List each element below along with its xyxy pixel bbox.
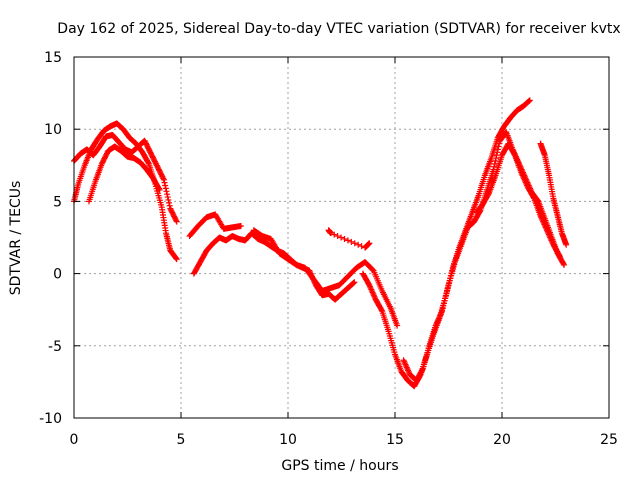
data-point-fill <box>419 367 426 374</box>
data-point <box>394 322 401 329</box>
y-axis-label: SDTVAR / TECUs <box>8 181 24 296</box>
data-point-fill <box>145 159 152 166</box>
data-point-fill <box>155 185 162 192</box>
data-point-fill <box>164 194 171 201</box>
y-tick-label: 15 <box>44 50 62 66</box>
data-point <box>160 176 167 183</box>
series-track-b <box>71 131 180 225</box>
x-tick-label: 10 <box>279 432 297 448</box>
data-point-fill <box>355 241 362 248</box>
data-point <box>366 240 373 247</box>
data-point-fill <box>493 152 500 159</box>
data-point-fill <box>511 151 518 158</box>
data-point <box>526 97 533 104</box>
data-point <box>237 222 244 229</box>
data-point-fill <box>493 155 500 162</box>
series-track-k <box>325 227 373 251</box>
data-point <box>173 256 180 263</box>
data-point <box>327 230 334 237</box>
data-point-fill <box>163 188 170 195</box>
data-point <box>173 218 180 225</box>
x-tick-label: 0 <box>70 432 79 448</box>
x-tick-label: 15 <box>386 432 404 448</box>
data-point-fill <box>496 140 503 147</box>
series-track-f <box>250 227 401 329</box>
data-point-fill <box>495 143 502 150</box>
data-point-fill <box>530 194 537 201</box>
data-point-fill <box>331 231 338 238</box>
data-point <box>563 241 570 248</box>
series-track-a <box>71 120 180 263</box>
data-point-fill <box>556 252 563 259</box>
data-point-fill <box>173 255 180 262</box>
data-point-fill <box>164 191 171 198</box>
series-track-c <box>85 143 163 205</box>
data-points <box>71 97 570 390</box>
series-track-e <box>186 211 244 240</box>
data-point-fill <box>162 182 169 189</box>
y-tick-label: -5 <box>48 339 62 355</box>
data-point-fill <box>341 235 348 242</box>
x-tick-label: 25 <box>600 432 618 448</box>
series-track-j <box>537 140 570 248</box>
data-point-fill <box>334 233 341 240</box>
data-point-fill <box>173 217 180 224</box>
y-tick-label: 10 <box>44 122 62 138</box>
data-point-fill <box>165 196 172 203</box>
series-track-i <box>473 140 563 260</box>
data-point-fill <box>344 237 351 244</box>
data-point <box>351 279 358 286</box>
x-tick-label: 20 <box>493 432 511 448</box>
chart-title: Day 162 of 2025, Sidereal Day-to-day VTE… <box>57 21 620 37</box>
data-point-fill <box>162 185 169 192</box>
y-tick-label: 5 <box>53 194 62 210</box>
data-point-fill <box>166 199 173 206</box>
data-point-fill <box>161 179 168 186</box>
data-point-fill <box>494 146 501 153</box>
data-point-fill <box>351 240 358 247</box>
data-point-fill <box>166 202 173 209</box>
data-point-fill <box>560 260 567 267</box>
data-point <box>156 186 163 193</box>
grid <box>74 57 609 418</box>
series-track-d <box>190 230 358 303</box>
tick-labels: 0 5 10 15 20 25 -10 -5 0 5 10 15 <box>39 50 618 448</box>
y-tick-label: 0 <box>53 267 62 283</box>
data-point <box>556 253 563 260</box>
data-point-fill <box>338 234 345 241</box>
data-point-fill <box>348 238 355 245</box>
y-tick-label: -10 <box>39 411 62 427</box>
plot-frame <box>73 56 610 419</box>
data-point <box>561 261 568 268</box>
axis-ticks <box>73 56 610 419</box>
x-axis-label: GPS time / hours <box>281 458 398 474</box>
data-point-fill <box>378 306 385 313</box>
data-point-fill <box>160 175 167 182</box>
data-point-fill <box>485 190 492 197</box>
x-tick-label: 5 <box>177 432 186 448</box>
data-point-fill <box>494 149 501 156</box>
